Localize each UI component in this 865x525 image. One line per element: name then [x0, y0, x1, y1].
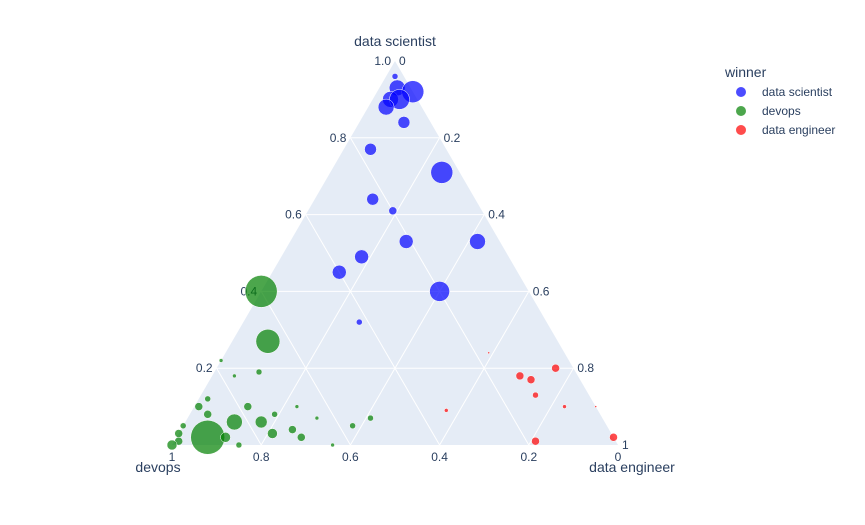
- data-point[interactable]: [364, 143, 377, 156]
- series-devops: [166, 275, 374, 455]
- data-points: [166, 73, 618, 455]
- data-point[interactable]: [226, 413, 243, 431]
- data-point[interactable]: [349, 422, 356, 430]
- legend-item-devops[interactable]: devops: [736, 104, 801, 118]
- tick-label-b: 0.4: [431, 450, 448, 464]
- data-point[interactable]: [526, 375, 536, 384]
- data-point[interactable]: [294, 404, 300, 409]
- legend-marker-devops: [736, 106, 746, 116]
- data-point[interactable]: [377, 98, 395, 116]
- legend-title: winner: [724, 64, 767, 80]
- ternary-gridlines: [216, 137, 574, 446]
- tick-label-a: 0.6: [285, 208, 302, 222]
- tick-label-b: 0: [615, 450, 622, 464]
- data-point[interactable]: [609, 433, 618, 442]
- tick-label-b: 1: [169, 450, 176, 464]
- data-point[interactable]: [594, 405, 597, 408]
- legend-marker-data-engineer: [736, 125, 746, 135]
- axis-title-data-scientist: data scientist: [354, 33, 436, 49]
- axis-title-data-engineer: data engineer: [589, 459, 675, 475]
- data-point[interactable]: [255, 329, 281, 354]
- data-point[interactable]: [179, 422, 187, 430]
- data-point[interactable]: [254, 415, 268, 429]
- data-point[interactable]: [271, 411, 278, 418]
- data-point[interactable]: [562, 404, 567, 409]
- tick-label-a: 0.8: [330, 131, 347, 145]
- data-point[interactable]: [218, 358, 224, 363]
- data-point[interactable]: [203, 410, 212, 419]
- axis-title-devops: devops: [135, 459, 180, 475]
- tick-label-c: 0.4: [488, 208, 505, 222]
- ternary-plot-area: [172, 61, 618, 445]
- legend-label-data-engineer: data engineer: [762, 123, 835, 137]
- tick-label-b: 0.2: [520, 450, 537, 464]
- data-point[interactable]: [330, 442, 335, 448]
- data-point[interactable]: [244, 275, 278, 308]
- data-point[interactable]: [388, 206, 398, 216]
- gridline-c: [349, 214, 485, 446]
- data-point[interactable]: [389, 89, 410, 110]
- data-point[interactable]: [332, 264, 347, 280]
- legend-item-data-engineer[interactable]: data engineer: [736, 123, 835, 137]
- legend-marker-data-scientist: [736, 87, 746, 97]
- data-point[interactable]: [531, 436, 540, 446]
- legend-label-data-scientist: data scientist: [762, 85, 833, 99]
- data-point[interactable]: [429, 281, 450, 302]
- data-point[interactable]: [220, 432, 231, 443]
- data-point[interactable]: [430, 161, 454, 184]
- data-point[interactable]: [551, 363, 560, 373]
- data-point[interactable]: [366, 192, 379, 206]
- data-point[interactable]: [356, 318, 363, 326]
- tick-label-c: 0.6: [533, 284, 550, 298]
- data-point[interactable]: [314, 415, 320, 421]
- data-point[interactable]: [297, 433, 306, 442]
- data-point[interactable]: [391, 73, 399, 80]
- data-point[interactable]: [469, 233, 486, 250]
- legend: winner data scientist devops data engine…: [724, 64, 835, 137]
- data-point[interactable]: [232, 373, 237, 379]
- tick-label-a: 1.0: [374, 54, 391, 68]
- gridline-b: [260, 291, 351, 446]
- data-point[interactable]: [398, 234, 414, 249]
- data-point[interactable]: [166, 439, 178, 451]
- data-point[interactable]: [235, 441, 243, 449]
- tick-label-c: 0: [399, 54, 406, 68]
- legend-item-data-scientist[interactable]: data scientist: [736, 85, 833, 99]
- tick-label-a: 0.2: [196, 361, 213, 375]
- data-point[interactable]: [444, 408, 449, 413]
- data-point[interactable]: [255, 368, 263, 376]
- data-point[interactable]: [267, 428, 278, 439]
- data-point[interactable]: [204, 395, 211, 403]
- data-point[interactable]: [515, 371, 525, 381]
- gridline-b: [216, 367, 262, 446]
- gridline-c: [439, 291, 530, 446]
- data-point[interactable]: [532, 391, 539, 399]
- tick-label-c: 0.8: [577, 361, 594, 375]
- data-point[interactable]: [354, 249, 369, 265]
- legend-label-devops: devops: [762, 104, 801, 118]
- tick-label-c: 0.2: [444, 131, 461, 145]
- data-point[interactable]: [194, 402, 204, 411]
- data-point[interactable]: [174, 429, 183, 438]
- tick-label-b: 0.6: [342, 450, 359, 464]
- data-point[interactable]: [397, 116, 411, 129]
- gridline-b: [305, 214, 441, 446]
- tick-label-c: 1: [622, 438, 629, 452]
- data-point[interactable]: [487, 351, 490, 355]
- data-point[interactable]: [288, 425, 297, 434]
- series-data-scientist: [332, 73, 486, 326]
- gridline-c: [528, 367, 574, 446]
- series-data-engineer: [444, 351, 618, 446]
- data-point[interactable]: [243, 402, 253, 411]
- tick-label-b: 0.8: [253, 450, 270, 464]
- data-point[interactable]: [190, 420, 225, 455]
- data-point[interactable]: [367, 414, 374, 422]
